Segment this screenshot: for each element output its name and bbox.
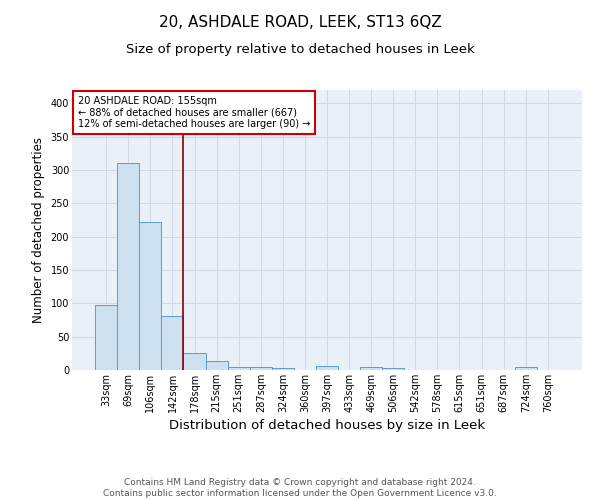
Bar [360, 366, 382, 370]
Bar [515, 368, 537, 370]
Text: 20, ASHDALE ROAD, LEEK, ST13 6QZ: 20, ASHDALE ROAD, LEEK, ST13 6QZ [158, 15, 442, 30]
Bar [139, 222, 161, 370]
Bar [382, 368, 404, 370]
Bar [117, 162, 139, 370]
Text: Contains HM Land Registry data © Crown copyright and database right 2024.
Contai: Contains HM Land Registry data © Crown c… [103, 478, 497, 498]
Bar [250, 368, 272, 370]
Bar [272, 368, 294, 370]
Bar [95, 304, 117, 370]
Bar [227, 366, 250, 370]
Text: Size of property relative to detached houses in Leek: Size of property relative to detached ho… [125, 42, 475, 56]
Y-axis label: Number of detached properties: Number of detached properties [32, 137, 45, 323]
Bar [206, 360, 227, 370]
X-axis label: Distribution of detached houses by size in Leek: Distribution of detached houses by size … [169, 419, 485, 432]
Text: 20 ASHDALE ROAD: 155sqm
← 88% of detached houses are smaller (667)
12% of semi-d: 20 ASHDALE ROAD: 155sqm ← 88% of detache… [77, 96, 310, 129]
Bar [184, 352, 206, 370]
Bar [161, 316, 184, 370]
Bar [316, 366, 338, 370]
